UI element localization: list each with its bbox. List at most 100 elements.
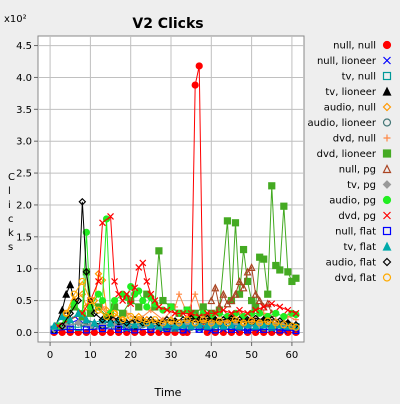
grid [38,36,304,342]
data-point [155,303,163,311]
data-point [110,309,119,317]
data-point [74,319,83,327]
data-point [239,319,248,327]
legend-label: audio, flat [326,258,376,269]
y-tick-label: 0.5 [16,296,32,307]
y-tick-label: 1.0 [16,264,32,275]
legend-label: null, null [333,41,376,52]
data-point [90,318,99,327]
data-point [151,316,159,324]
legend-entry: null, lioneer [317,56,391,67]
data-point [203,309,211,317]
data-point [66,280,75,289]
data-point [268,182,276,190]
data-point [179,309,187,317]
data-point [199,303,207,311]
data-point [98,296,107,305]
data-point [143,278,151,285]
data-point [280,312,288,321]
data-point [223,319,232,327]
data-point [131,284,139,292]
data-point [268,300,276,308]
data-point [78,197,87,206]
data-point [115,290,123,298]
data-point [139,296,147,305]
data-point [159,296,167,305]
y-tick-label: 4.5 [16,41,32,52]
x-tick-label: 50 [245,350,258,361]
data-point [50,321,59,330]
data-point [248,296,256,305]
data-point [235,321,244,330]
data-point [119,316,127,324]
data-point [207,296,216,305]
legend-entry: dvd, lioneer [317,149,392,160]
y-axis-label-letter: l [8,186,11,197]
data-point [267,321,276,330]
data-point [175,319,183,327]
data-point [256,319,264,327]
data-point [94,306,103,314]
data-point [280,202,288,210]
data-point [82,268,91,276]
data-point [82,326,90,334]
data-point [382,273,392,282]
data-point [276,303,284,311]
y-tick-label: 0.0 [16,328,32,339]
data-point [276,266,284,274]
data-point [107,212,114,220]
data-point [231,316,240,324]
data-point [207,319,215,327]
legend-label: dvd, null [333,134,376,145]
data-point [58,322,67,330]
x-tick-label: 10 [84,350,97,361]
data-point [74,296,83,305]
data-point [183,316,191,324]
data-point [280,321,288,329]
data-point [86,309,94,317]
data-point [292,309,300,317]
series-tv-flat [50,308,300,330]
legend-entry: audio, pg [329,196,392,207]
data-point [147,290,155,298]
legend-entry: audio, flat [326,258,392,269]
data-point [228,309,235,317]
legend-entry: null, pg [339,164,392,176]
data-point [179,315,187,324]
data-point [255,296,264,305]
data-point [247,263,256,272]
data-point [135,303,143,311]
legend-entry: tv, lioneer [325,86,392,98]
data-point [223,217,232,225]
data-point [264,317,272,325]
data-point [146,315,155,324]
data-point [62,289,71,298]
data-point [227,296,236,305]
data-point [130,320,139,329]
data-point [383,56,391,65]
data-point [292,323,300,331]
legend-label: null, pg [339,165,376,176]
data-point [288,322,296,330]
data-point [58,312,67,321]
data-point [70,290,78,298]
legend-entry: dvd, pg [338,211,391,222]
legend-entry: null, flat [335,226,392,238]
legend-label: tv, null [342,72,376,83]
data-point [90,328,99,337]
data-point [110,296,119,305]
data-point [383,134,391,142]
data-point [231,219,240,227]
data-point [171,321,180,330]
legend-label: tv, pg [347,180,376,191]
data-point [195,315,204,324]
x-tick-label: 30 [165,350,178,361]
y-axis-label-letter: C [8,172,15,183]
data-point [382,226,392,236]
data-point [163,306,171,314]
data-point [239,283,248,292]
legend-entry: dvd, null [333,134,391,145]
data-point [260,255,268,263]
legend-label: dvd, pg [338,211,376,222]
